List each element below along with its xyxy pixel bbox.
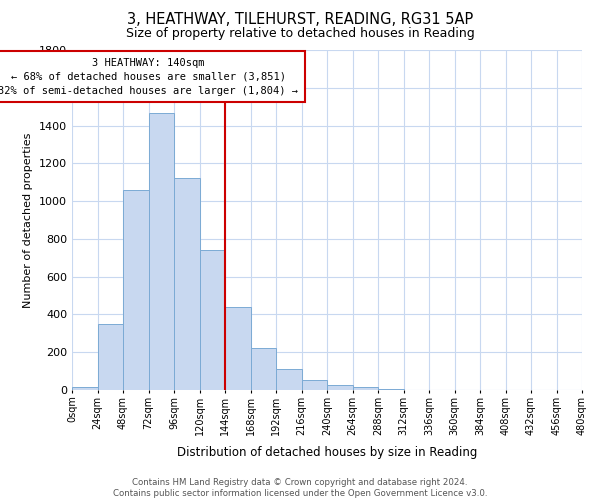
Bar (174, 178, 199, 390)
Text: 3, HEATHWAY, TILEHURST, READING, RG31 5AP: 3, HEATHWAY, TILEHURST, READING, RG31 5A… (127, 12, 473, 28)
X-axis label: Distribution of detached houses by size in Reading: Distribution of detached houses by size … (177, 446, 477, 459)
Bar (251, 348, 276, 390)
Bar (149, 114, 174, 390)
Text: Contains HM Land Registry data © Crown copyright and database right 2024.
Contai: Contains HM Land Registry data © Crown c… (113, 478, 487, 498)
Bar (123, 190, 149, 390)
Bar (225, 307, 251, 390)
Bar (72, 387, 97, 390)
Bar (276, 369, 302, 390)
Bar (353, 387, 378, 390)
Bar (327, 386, 353, 390)
Bar (302, 380, 327, 390)
Bar (378, 389, 404, 390)
Y-axis label: Number of detached properties: Number of detached properties (23, 132, 34, 308)
Bar (97, 324, 123, 390)
Text: 3 HEATHWAY: 140sqm
← 68% of detached houses are smaller (3,851)
32% of semi-deta: 3 HEATHWAY: 140sqm ← 68% of detached hou… (0, 58, 299, 96)
Bar (199, 250, 225, 390)
Text: Size of property relative to detached houses in Reading: Size of property relative to detached ho… (125, 28, 475, 40)
